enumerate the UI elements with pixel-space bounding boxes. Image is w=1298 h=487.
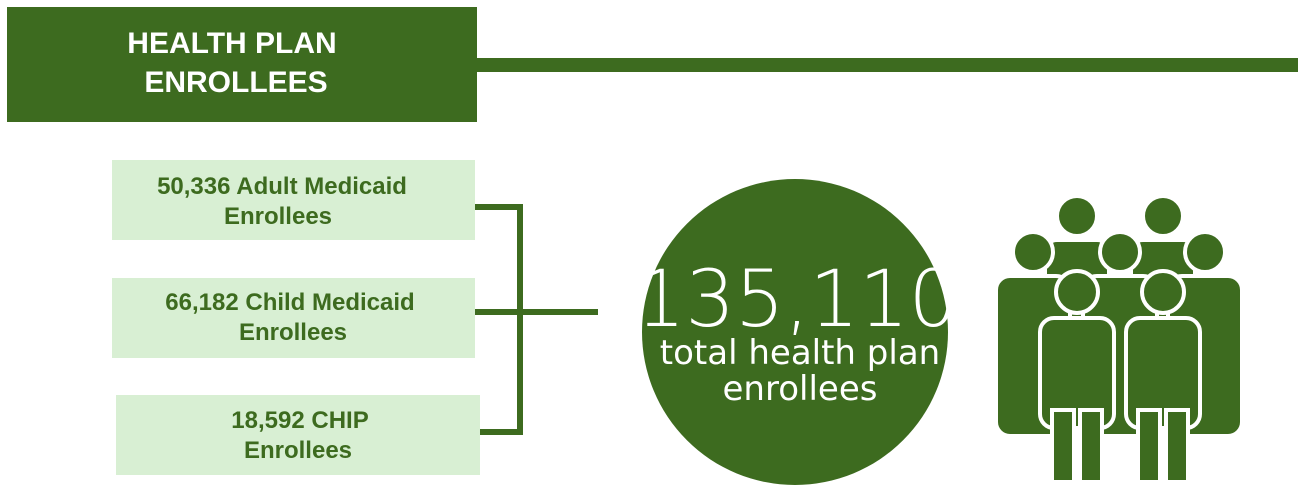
- header-bar: [7, 7, 477, 122]
- group-box: [112, 278, 475, 358]
- group-label: Enrollees: [239, 319, 347, 346]
- header-title: ENROLLEES: [144, 66, 327, 99]
- group-label: Enrollees: [244, 437, 352, 464]
- header-rule: [477, 58, 1298, 72]
- group-label: 18,592 CHIP: [231, 407, 368, 434]
- total-number: 135,110: [636, 255, 959, 345]
- bracket: [475, 204, 598, 435]
- header-title: HEALTH PLAN: [127, 27, 336, 60]
- group-label: Enrollees: [224, 203, 332, 230]
- total-caption: total health plan: [660, 333, 940, 373]
- group-box: [112, 160, 475, 240]
- group-box: [116, 395, 480, 475]
- people-icon: [994, 194, 1244, 484]
- group-label: 66,182 Child Medicaid: [165, 289, 414, 316]
- total-caption: enrollees: [723, 369, 878, 409]
- group-label: 50,336 Adult Medicaid: [157, 173, 407, 200]
- total-circle: [642, 179, 948, 485]
